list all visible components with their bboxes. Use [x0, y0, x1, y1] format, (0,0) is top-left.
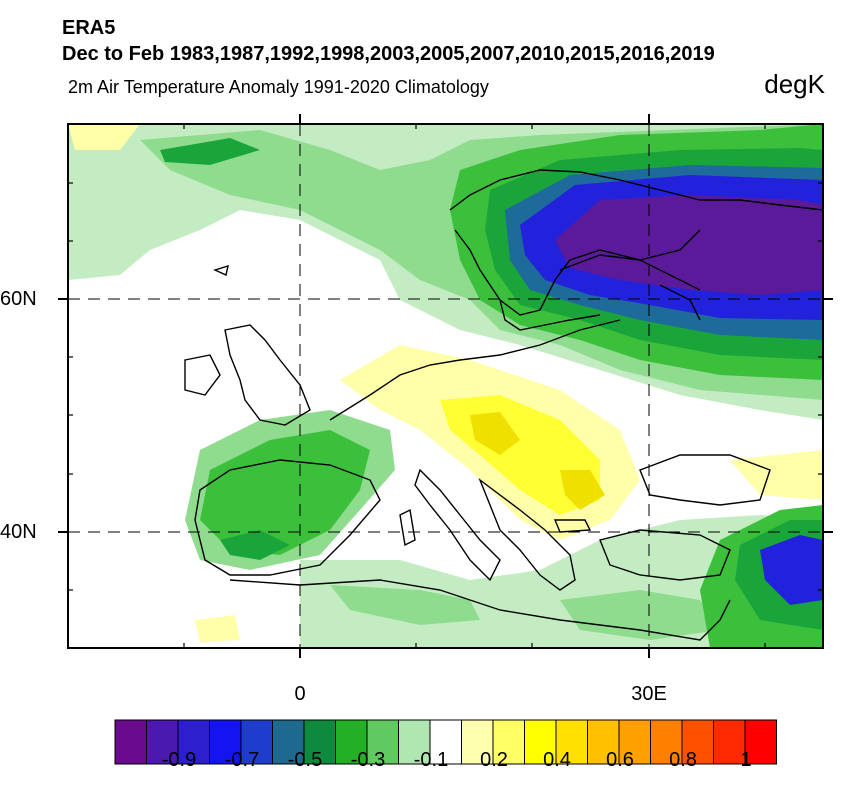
colorbar-swatch	[744, 719, 777, 765]
map-minor-ticks	[68, 124, 823, 648]
coastlines	[184, 169, 823, 641]
anomaly-region-warm-sw	[195, 615, 240, 642]
colorbar-label: 0.2	[480, 749, 508, 771]
colorbar-label: -0.5	[287, 749, 323, 771]
colorbar-swatch	[114, 719, 147, 765]
colorbar-label: 0.6	[606, 749, 634, 771]
colorbar-swatch	[303, 719, 336, 765]
colorbar-swatch	[461, 719, 494, 765]
chart-variable-subtitle: 2m Air Temperature Anomaly 1991-2020 Cli…	[68, 77, 489, 97]
colorbar-swatch	[555, 719, 588, 765]
colorbar-swatch	[618, 719, 651, 765]
colorbar-label: -0.9	[161, 749, 197, 771]
colorbar-swatch	[177, 719, 210, 765]
anomaly-region-iberia-dark	[220, 530, 290, 560]
colorbar-label: -0.1	[413, 749, 449, 771]
colorbar-swatch	[587, 719, 620, 765]
colorbar-swatch	[272, 719, 305, 765]
colorbar-swatch	[524, 719, 557, 765]
anomaly-region-warm-nw	[68, 124, 140, 150]
chart-units-label: degK	[764, 69, 825, 99]
colorbar-swatch	[146, 719, 179, 765]
colorbar-swatch	[240, 719, 273, 765]
colorbar-label: 0.8	[669, 749, 697, 771]
chart-period-title: Dec to Feb 1983,1987,1992,1998,2003,2005…	[62, 43, 715, 65]
colorbar	[114, 719, 777, 765]
lat-label-60n: 60N	[0, 288, 37, 310]
anomaly-region-southeast-blue	[760, 535, 823, 605]
colorbar-swatch	[492, 719, 525, 765]
colorbar-swatch	[366, 719, 399, 765]
anomaly-region-purple	[555, 195, 823, 295]
colorbar-label: 0.4	[543, 749, 571, 771]
colorbar-swatch	[681, 719, 714, 765]
anomaly-region-warm-gold	[470, 412, 605, 510]
colorbar-label: -0.7	[224, 749, 260, 771]
anomaly-region-green-nw	[160, 138, 260, 165]
lon-label-0: 0	[294, 683, 306, 705]
chart-source-title: ERA5	[62, 17, 116, 39]
lon-label-30e: 30E	[631, 683, 667, 705]
colorbar-label: -0.3	[350, 749, 386, 771]
anomaly-region-south-green	[330, 585, 720, 640]
colorbar-label: 1	[740, 749, 752, 771]
anomaly-region-warm-east	[730, 450, 823, 500]
anomaly-field	[68, 124, 823, 648]
anomaly-region-iberia-green	[200, 430, 370, 555]
map-frame	[67, 123, 824, 649]
lat-label-40n: 40N	[0, 521, 37, 543]
map-ticks	[58, 114, 833, 658]
colorbar-swatch	[429, 719, 462, 765]
colorbar-swatch	[335, 719, 368, 765]
